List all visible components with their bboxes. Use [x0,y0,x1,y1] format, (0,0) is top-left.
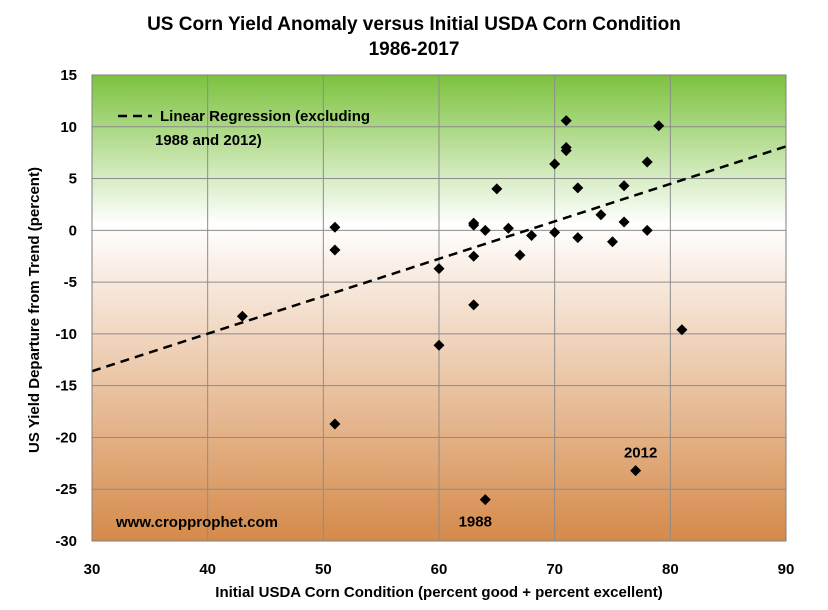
chart-title-line-2: 1986-2017 [369,39,460,60]
x-tick-label: 90 [778,561,795,578]
data-point [653,120,665,132]
x-tick-label: 70 [546,561,563,578]
plot-border [91,74,787,542]
y-tick-label: -10 [55,326,77,343]
y-axis-label: US Yield Departure from Trend (percent) [26,167,43,453]
regression-line [91,145,787,373]
data-point [468,250,480,262]
y-tick-label: -20 [55,429,77,446]
x-tick-label: 50 [315,561,332,578]
y-tick-label: -5 [64,274,77,291]
data-point [491,183,503,195]
legend-label-line-2: 1988 and 2012) [155,132,262,149]
data-point [433,339,445,351]
annotation-2012: 2012 [624,445,657,462]
data-point [676,324,688,336]
x-axis-label: Initial USDA Corn Condition (percent goo… [215,584,662,601]
x-tick-label: 40 [199,561,216,578]
data-point [329,418,341,430]
y-tick-label: -25 [55,481,77,498]
data-point [549,158,561,170]
data-point [641,224,653,236]
data-point [236,310,248,322]
chart-title-line-1: US Corn Yield Anomaly versus Initial USD… [147,14,681,35]
data-point [618,180,630,192]
data-point [572,182,584,194]
y-tick-label: 10 [60,119,77,136]
data-point [502,222,514,234]
data-point [514,249,526,261]
data-point [560,145,572,157]
data-point [641,156,653,168]
y-tick-label: 5 [69,171,77,188]
data-point [329,221,341,233]
y-tick-label: -15 [55,378,77,395]
data-point [630,465,642,477]
data-point [433,263,445,275]
data-point [549,226,561,238]
x-tick-label: 30 [84,561,101,578]
data-point [526,230,538,242]
x-tick-label: 60 [431,561,448,578]
data-point [560,115,572,127]
y-tick-label: 0 [69,222,77,239]
data-point [595,209,607,221]
annotation-1988: 1988 [459,514,492,531]
watermark: www.cropprophet.com [115,514,278,531]
data-point [479,224,491,236]
data-points [236,115,688,506]
data-point [572,232,584,244]
data-point [479,494,491,506]
x-tick-label: 80 [662,561,679,578]
legend-label-line-1: Linear Regression (excluding [160,108,370,125]
data-point [618,216,630,228]
y-tick-label: -30 [55,533,77,550]
y-tick-label: 15 [60,67,77,84]
data-point [329,244,341,256]
data-point [468,299,480,311]
data-point [468,219,480,231]
data-point [607,236,618,248]
